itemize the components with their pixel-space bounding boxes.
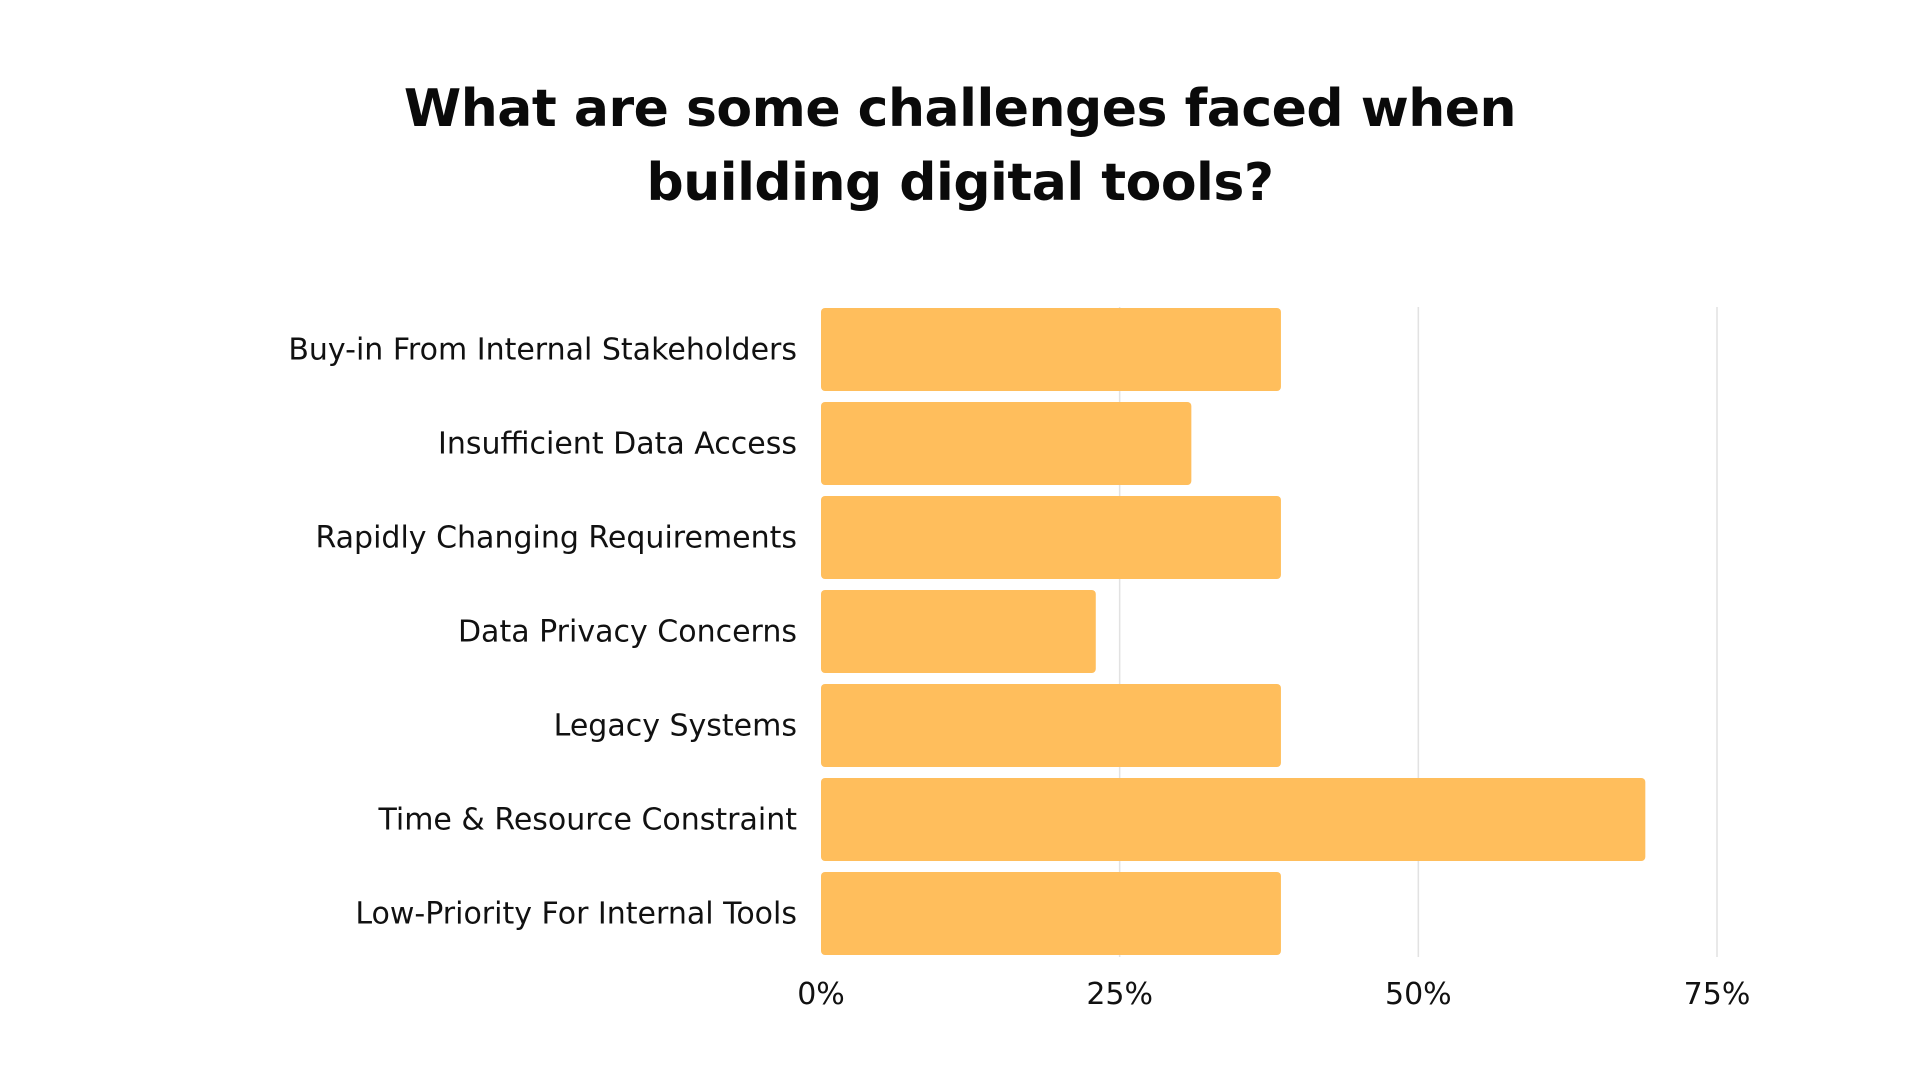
category-label-6: Low-Priority For Internal Tools [355,897,797,932]
chart-title-line-2: building digital tools? [646,153,1275,213]
bar-4 [821,684,1281,767]
bar-1 [821,402,1192,485]
chart-title-line-1: What are some challenges faced when [403,79,1517,139]
x-tick-label-75: 75% [1684,977,1751,1012]
category-label-2: Rapidly Changing Requirements [315,521,797,556]
bar-2 [821,496,1281,579]
x-axis-tick-labels: 0% 25% 50% 75% [797,977,1750,1012]
bar-0 [821,308,1281,391]
bar-5 [821,778,1646,861]
bar-3 [821,590,1096,673]
category-label-0: Buy-in From Internal Stakeholders [288,333,797,368]
chart-title: What are some challenges faced when buil… [0,72,1920,220]
x-tick-label-0: 0% [797,977,845,1012]
category-label-1: Insufficient Data Access [438,427,797,462]
bar-6 [821,872,1281,955]
x-tick-label-50: 50% [1385,977,1452,1012]
category-label-3: Data Privacy Concerns [458,615,797,650]
bars [821,308,1646,955]
x-tick-label-25: 25% [1086,977,1153,1012]
category-labels: Buy-in From Internal Stakeholders Insuffi… [288,333,797,932]
category-label-5: Time & Resource Constraint [377,803,797,838]
category-label-4: Legacy Systems [554,709,797,744]
